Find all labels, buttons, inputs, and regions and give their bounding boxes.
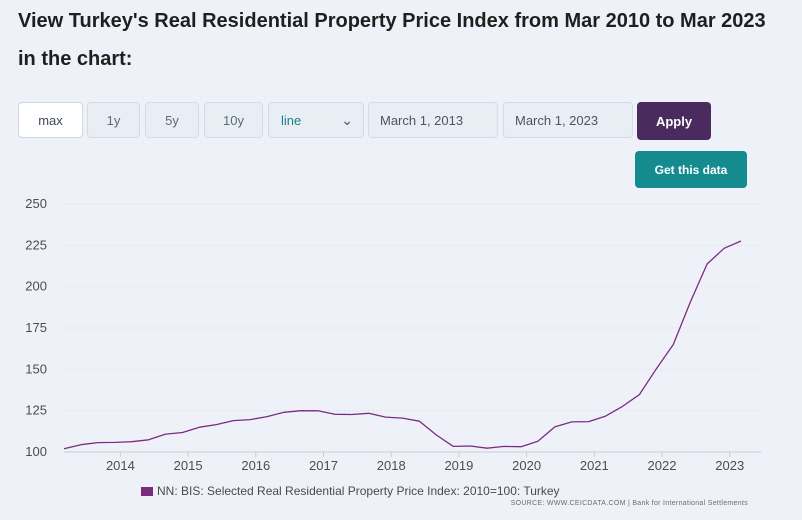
legend-label: NN: BIS: Selected Real Residential Prope…: [157, 484, 560, 498]
x-tick-label: 2020: [512, 458, 541, 473]
y-tick-label: 250: [25, 196, 47, 211]
get-this-data-button[interactable]: Get this data: [635, 151, 747, 188]
apply-button[interactable]: Apply: [637, 102, 711, 140]
x-tick-label: 2014: [106, 458, 135, 473]
series-line[interactable]: [63, 240, 742, 450]
x-tick-label: 2018: [377, 458, 406, 473]
y-tick-label: 175: [25, 320, 47, 335]
y-tick-label: 225: [25, 237, 47, 252]
x-tick-label: 2019: [444, 458, 473, 473]
legend-swatch: [141, 486, 153, 496]
y-tick-label: 100: [25, 444, 47, 459]
chart-series: [63, 240, 742, 450]
x-tick-label: 2022: [648, 458, 677, 473]
y-tick-label: 125: [25, 403, 47, 418]
start-date-field[interactable]: March 1, 2013: [368, 102, 498, 138]
y-axis: 100 125 150 175 200 225 250: [25, 196, 47, 459]
chart-type-select[interactable]: line ⌄: [268, 102, 364, 138]
page-title: View Turkey's Real Residential Property …: [18, 10, 766, 70]
x-tick-label: 2015: [174, 458, 203, 473]
y-tick-label: 150: [25, 361, 47, 376]
y-tick-label: 200: [25, 279, 47, 294]
x-tick-label: 2017: [309, 458, 338, 473]
x-tick-label: 2023: [715, 458, 744, 473]
range-button-max[interactable]: max: [18, 102, 83, 138]
x-tick-label: 2016: [241, 458, 270, 473]
range-button-1y[interactable]: 1y: [87, 102, 140, 138]
source-note: SOURCE: WWW.CEICDATA.COM | Bank for Inte…: [510, 500, 748, 507]
range-button-10y[interactable]: 10y: [204, 102, 263, 138]
end-date-field[interactable]: March 1, 2023: [503, 102, 633, 138]
x-tick-label: 2021: [580, 458, 609, 473]
chart-legend[interactable]: NN: BIS: Selected Real Residential Prope…: [141, 484, 560, 498]
chart-grid: [64, 203, 761, 453]
chart-type-selected-value: line: [281, 112, 302, 128]
range-button-5y[interactable]: 5y: [145, 102, 199, 138]
chevron-down-icon: ⌄: [341, 111, 353, 128]
x-axis: 2014 2015 2016 2017 2018 2019 2020 2021 2022 2023: [106, 452, 744, 473]
